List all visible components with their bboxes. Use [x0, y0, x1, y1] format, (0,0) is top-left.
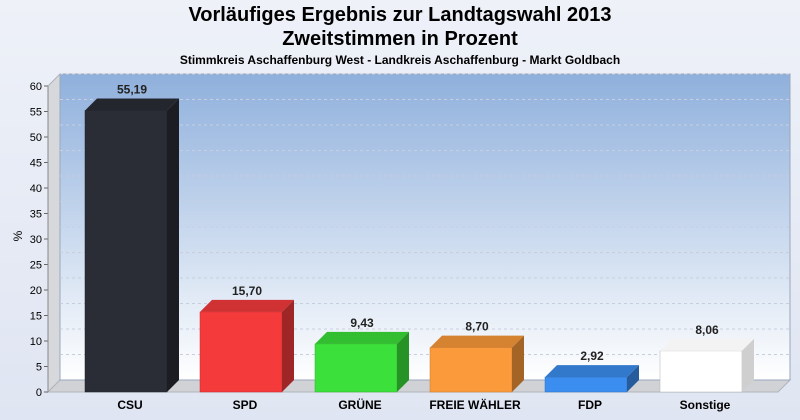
bar-top	[430, 335, 524, 348]
bar	[199, 311, 283, 393]
bar-side	[627, 365, 639, 392]
y-axis-label: %	[11, 230, 25, 241]
bar-value-label: 9,43	[350, 316, 374, 330]
chart-title: Vorläufiges Ergebnis zur Landtagswahl 20…	[188, 4, 612, 26]
y-tick-label: 15	[30, 311, 42, 323]
bar-side	[742, 338, 754, 392]
bar-side	[397, 331, 409, 392]
bar-side	[167, 98, 179, 392]
y-tick-label: 50	[30, 132, 42, 144]
bar-value-label: 8,70	[465, 320, 489, 334]
bar-top	[315, 331, 409, 344]
bar	[314, 343, 398, 393]
y-tick-label: 60	[30, 81, 42, 93]
plot-side-wall	[47, 72, 61, 394]
bar-value-label: 55,19	[117, 83, 147, 97]
y-tick-label: 55	[30, 107, 42, 119]
bar	[544, 376, 628, 393]
x-category-label: FDP	[578, 398, 602, 412]
x-category-label: SPD	[233, 398, 258, 412]
y-tick-label: 30	[30, 234, 42, 246]
y-tick-label: 0	[36, 387, 42, 399]
x-category-label: GRÜNE	[338, 397, 381, 412]
x-category-label: CSU	[117, 398, 142, 412]
bar-value-label: 2,92	[580, 349, 604, 363]
bar-top	[545, 365, 639, 378]
bar	[429, 347, 513, 393]
y-tick-label: 5	[36, 362, 42, 374]
bar-top	[85, 98, 179, 111]
y-tick-label: 35	[30, 209, 42, 221]
bar	[659, 350, 743, 393]
x-category-label: FREIE WÄHLER	[429, 397, 521, 412]
y-tick-label: 10	[30, 336, 42, 348]
chart-subtitle: Zweitstimmen in Prozent	[282, 28, 518, 50]
bar-value-label: 15,70	[232, 284, 262, 298]
y-tick-label: 20	[30, 285, 42, 297]
bar-side	[282, 299, 294, 392]
bar-top	[660, 338, 754, 351]
bar	[84, 110, 168, 393]
y-tick-label: 40	[30, 183, 42, 195]
y-tick-label: 25	[30, 260, 42, 272]
x-category-label: Sonstige	[680, 398, 731, 412]
bar-side	[512, 335, 524, 392]
bar-top	[200, 299, 294, 312]
chart-region-subtitle: Stimmkreis Aschaffenburg West - Landkrei…	[179, 53, 621, 67]
bar-value-label: 8,06	[695, 323, 719, 337]
y-tick-label: 45	[30, 158, 42, 170]
